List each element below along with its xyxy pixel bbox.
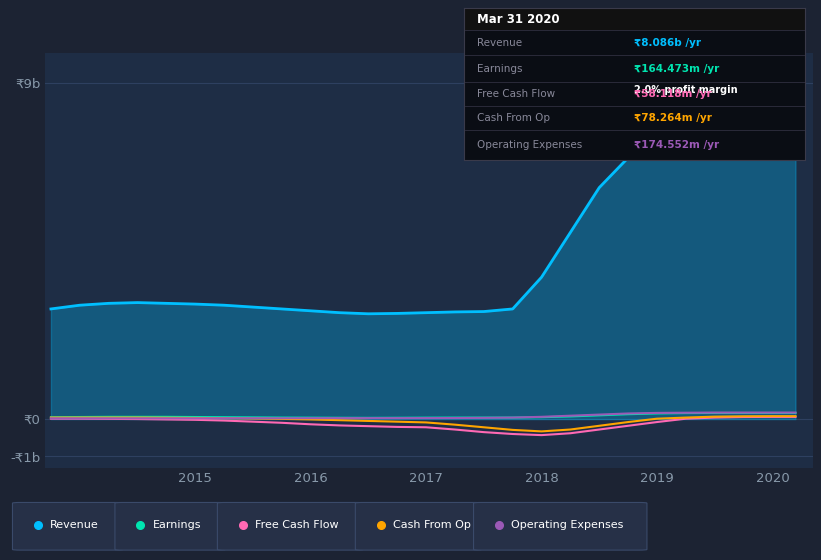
Text: Cash From Op: Cash From Op	[478, 113, 551, 123]
Text: ₹174.552m /yr: ₹174.552m /yr	[635, 140, 719, 150]
Text: 2.0% profit margin: 2.0% profit margin	[635, 85, 738, 95]
FancyBboxPatch shape	[355, 502, 481, 550]
Text: Cash From Op: Cash From Op	[393, 520, 471, 530]
Text: Free Cash Flow: Free Cash Flow	[478, 89, 556, 99]
FancyBboxPatch shape	[474, 502, 647, 550]
Text: ₹78.264m /yr: ₹78.264m /yr	[635, 113, 712, 123]
FancyBboxPatch shape	[218, 502, 363, 550]
Text: ₹58.118m /yr: ₹58.118m /yr	[635, 89, 712, 99]
Text: ₹8.086b /yr: ₹8.086b /yr	[635, 38, 701, 48]
Text: Operating Expenses: Operating Expenses	[478, 140, 583, 150]
Bar	[464, 8, 805, 30]
Text: Operating Expenses: Operating Expenses	[511, 520, 624, 530]
FancyBboxPatch shape	[115, 502, 225, 550]
Text: Revenue: Revenue	[478, 38, 523, 48]
Text: Free Cash Flow: Free Cash Flow	[255, 520, 339, 530]
FancyBboxPatch shape	[12, 502, 123, 550]
Text: Earnings: Earnings	[478, 64, 523, 73]
Text: Revenue: Revenue	[50, 520, 99, 530]
Text: ₹164.473m /yr: ₹164.473m /yr	[635, 64, 719, 73]
Text: Mar 31 2020: Mar 31 2020	[478, 13, 560, 26]
Text: Earnings: Earnings	[153, 520, 201, 530]
